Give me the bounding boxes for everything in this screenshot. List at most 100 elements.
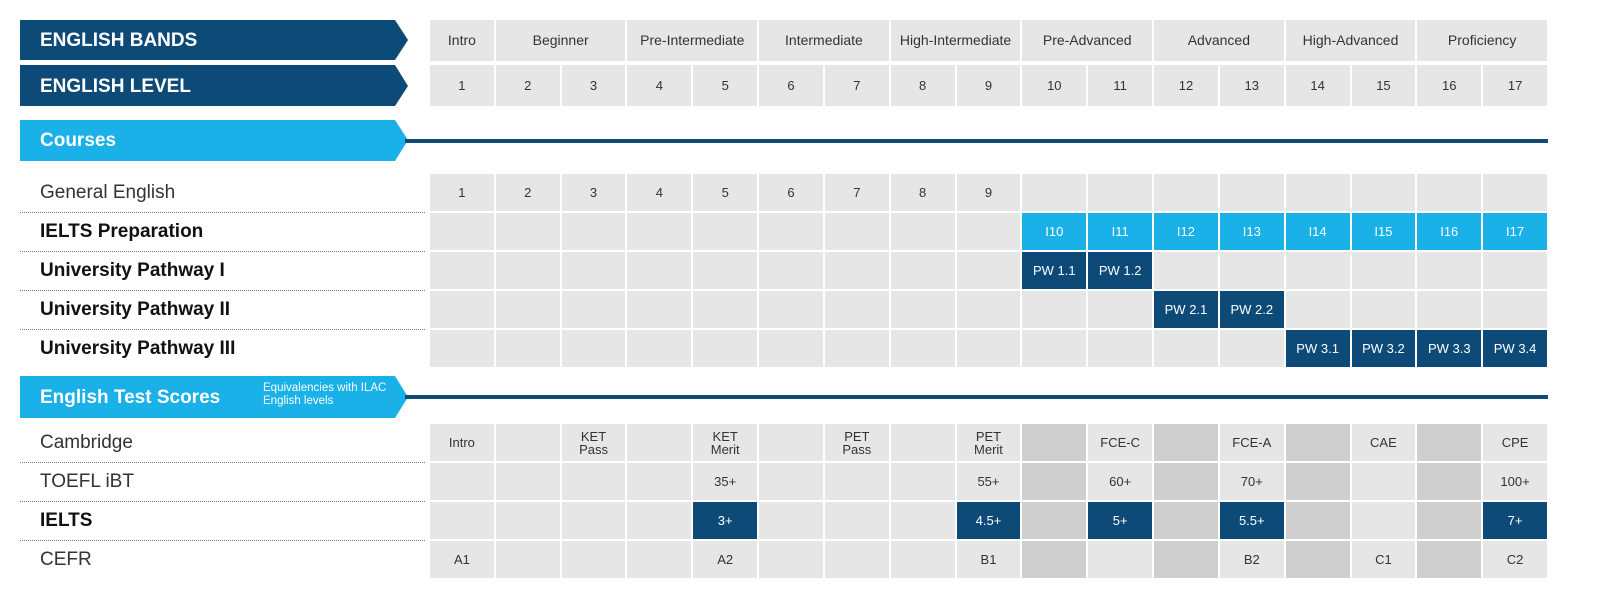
grid-cell: 55+ <box>956 463 1021 500</box>
courses-rule <box>405 139 1548 143</box>
band-cell: Advanced <box>1154 20 1284 61</box>
grid-cell <box>495 541 560 578</box>
level-cell: 6 <box>759 65 823 106</box>
grid-cell <box>956 252 1021 289</box>
grid-cell <box>1022 330 1087 367</box>
grid-cell: PW 2.2 <box>1219 291 1284 328</box>
grid-cell: PW 2.1 <box>1154 291 1218 328</box>
grid-cell <box>890 463 955 500</box>
grid-cell <box>890 213 955 250</box>
grid-cell <box>1351 291 1416 328</box>
grid-cell <box>1285 424 1350 461</box>
grid-cell: 9 <box>956 174 1021 211</box>
grid-cell: 3+ <box>693 502 758 539</box>
grid-cell <box>1219 174 1284 211</box>
level-cell: 12 <box>1154 65 1218 106</box>
grid-cell <box>1154 463 1218 500</box>
grid-cell <box>890 541 955 578</box>
grid-cell: 70+ <box>1219 463 1284 500</box>
row-separator <box>20 329 425 330</box>
courses-banner <box>20 120 408 161</box>
grid-cell <box>1088 291 1153 328</box>
band-cell: High-Intermediate <box>890 20 1021 61</box>
grid-cell <box>627 330 692 367</box>
grid-cell <box>627 502 692 539</box>
row-separator <box>20 212 425 213</box>
grid-cell <box>1285 174 1350 211</box>
grid-cell <box>824 502 889 539</box>
grid-cell <box>693 330 758 367</box>
grid-cell <box>759 252 823 289</box>
row-label: CEFR <box>40 548 92 570</box>
grid-cell: PW 1.2 <box>1088 252 1153 289</box>
cell-text: PET <box>975 428 1002 444</box>
grid-cell <box>1351 252 1416 289</box>
grid-cell <box>1088 174 1153 211</box>
grid-cell: 4.5+ <box>956 502 1021 539</box>
grid-cell <box>561 252 626 289</box>
grid-cell <box>1417 463 1482 500</box>
grid-cell <box>759 541 823 578</box>
grid-cell: I11 <box>1088 213 1153 250</box>
grid-cell <box>495 330 560 367</box>
grid-cell <box>1351 174 1416 211</box>
row-separator <box>20 251 425 252</box>
grid-cell <box>627 541 692 578</box>
grid-cell <box>1285 291 1350 328</box>
bands-banner <box>20 20 408 60</box>
cell-text: Merit <box>974 441 1003 457</box>
grid-cell <box>890 502 955 539</box>
row-label: TOEFL iBT <box>40 470 134 492</box>
level-cell: 1 <box>430 65 494 106</box>
grid-cell <box>1022 424 1087 461</box>
level-cell: 8 <box>890 65 955 106</box>
grid-cell <box>1219 330 1284 367</box>
grid-cell <box>1022 174 1087 211</box>
grid-cell: I15 <box>1351 213 1416 250</box>
grid-cell <box>495 252 560 289</box>
row-label: University Pathway III <box>40 337 236 359</box>
grid-cell: I17 <box>1483 213 1547 250</box>
grid-cell <box>693 252 758 289</box>
bands-title: ENGLISH BANDS <box>40 30 198 51</box>
grid-cell: PW 3.3 <box>1417 330 1482 367</box>
grid-cell <box>1154 424 1218 461</box>
band-cell: Intro <box>430 20 494 61</box>
courses-title: Courses <box>40 130 117 151</box>
level-banner <box>20 65 408 106</box>
grid-cell: 35+ <box>693 463 758 500</box>
grid-cell: Intro <box>430 424 494 461</box>
grid-cell: C2 <box>1483 541 1547 578</box>
row-label: General English <box>40 181 176 203</box>
grid-cell <box>824 252 889 289</box>
tests-subtitle: Equivalencies with ILAC English levels <box>263 382 387 407</box>
grid-cell: 5+ <box>1088 502 1153 539</box>
band-cell: Proficiency <box>1417 20 1547 61</box>
grid-cell: 4 <box>627 174 692 211</box>
grid-cell: I13 <box>1219 213 1284 250</box>
grid-cell: B2 <box>1219 541 1284 578</box>
level-cell: 2 <box>495 65 560 106</box>
grid-cell <box>495 424 560 461</box>
grid-cell <box>956 291 1021 328</box>
grid-cell <box>1154 174 1218 211</box>
grid-cell <box>627 213 692 250</box>
row-label: IELTS Preparation <box>40 220 204 242</box>
grid-cell: I16 <box>1417 213 1482 250</box>
grid-cell: KET Pass <box>561 424 626 461</box>
grid-cell: A2 <box>693 541 758 578</box>
grid-cell: I14 <box>1285 213 1350 250</box>
grid-cell: FCE-C <box>1088 424 1153 461</box>
level-cell: 9 <box>956 65 1021 106</box>
row-separator <box>20 462 425 463</box>
grid-cell <box>1417 541 1482 578</box>
grid-cell <box>1417 291 1482 328</box>
grid-cell <box>1417 174 1482 211</box>
grid-cell <box>1022 502 1087 539</box>
grid-cell: PW 3.1 <box>1285 330 1350 367</box>
grid-cell <box>824 330 889 367</box>
grid-cell: B1 <box>956 541 1021 578</box>
row-separator <box>20 290 425 291</box>
grid-cell: 100+ <box>1483 463 1547 500</box>
grid-cell <box>627 291 692 328</box>
